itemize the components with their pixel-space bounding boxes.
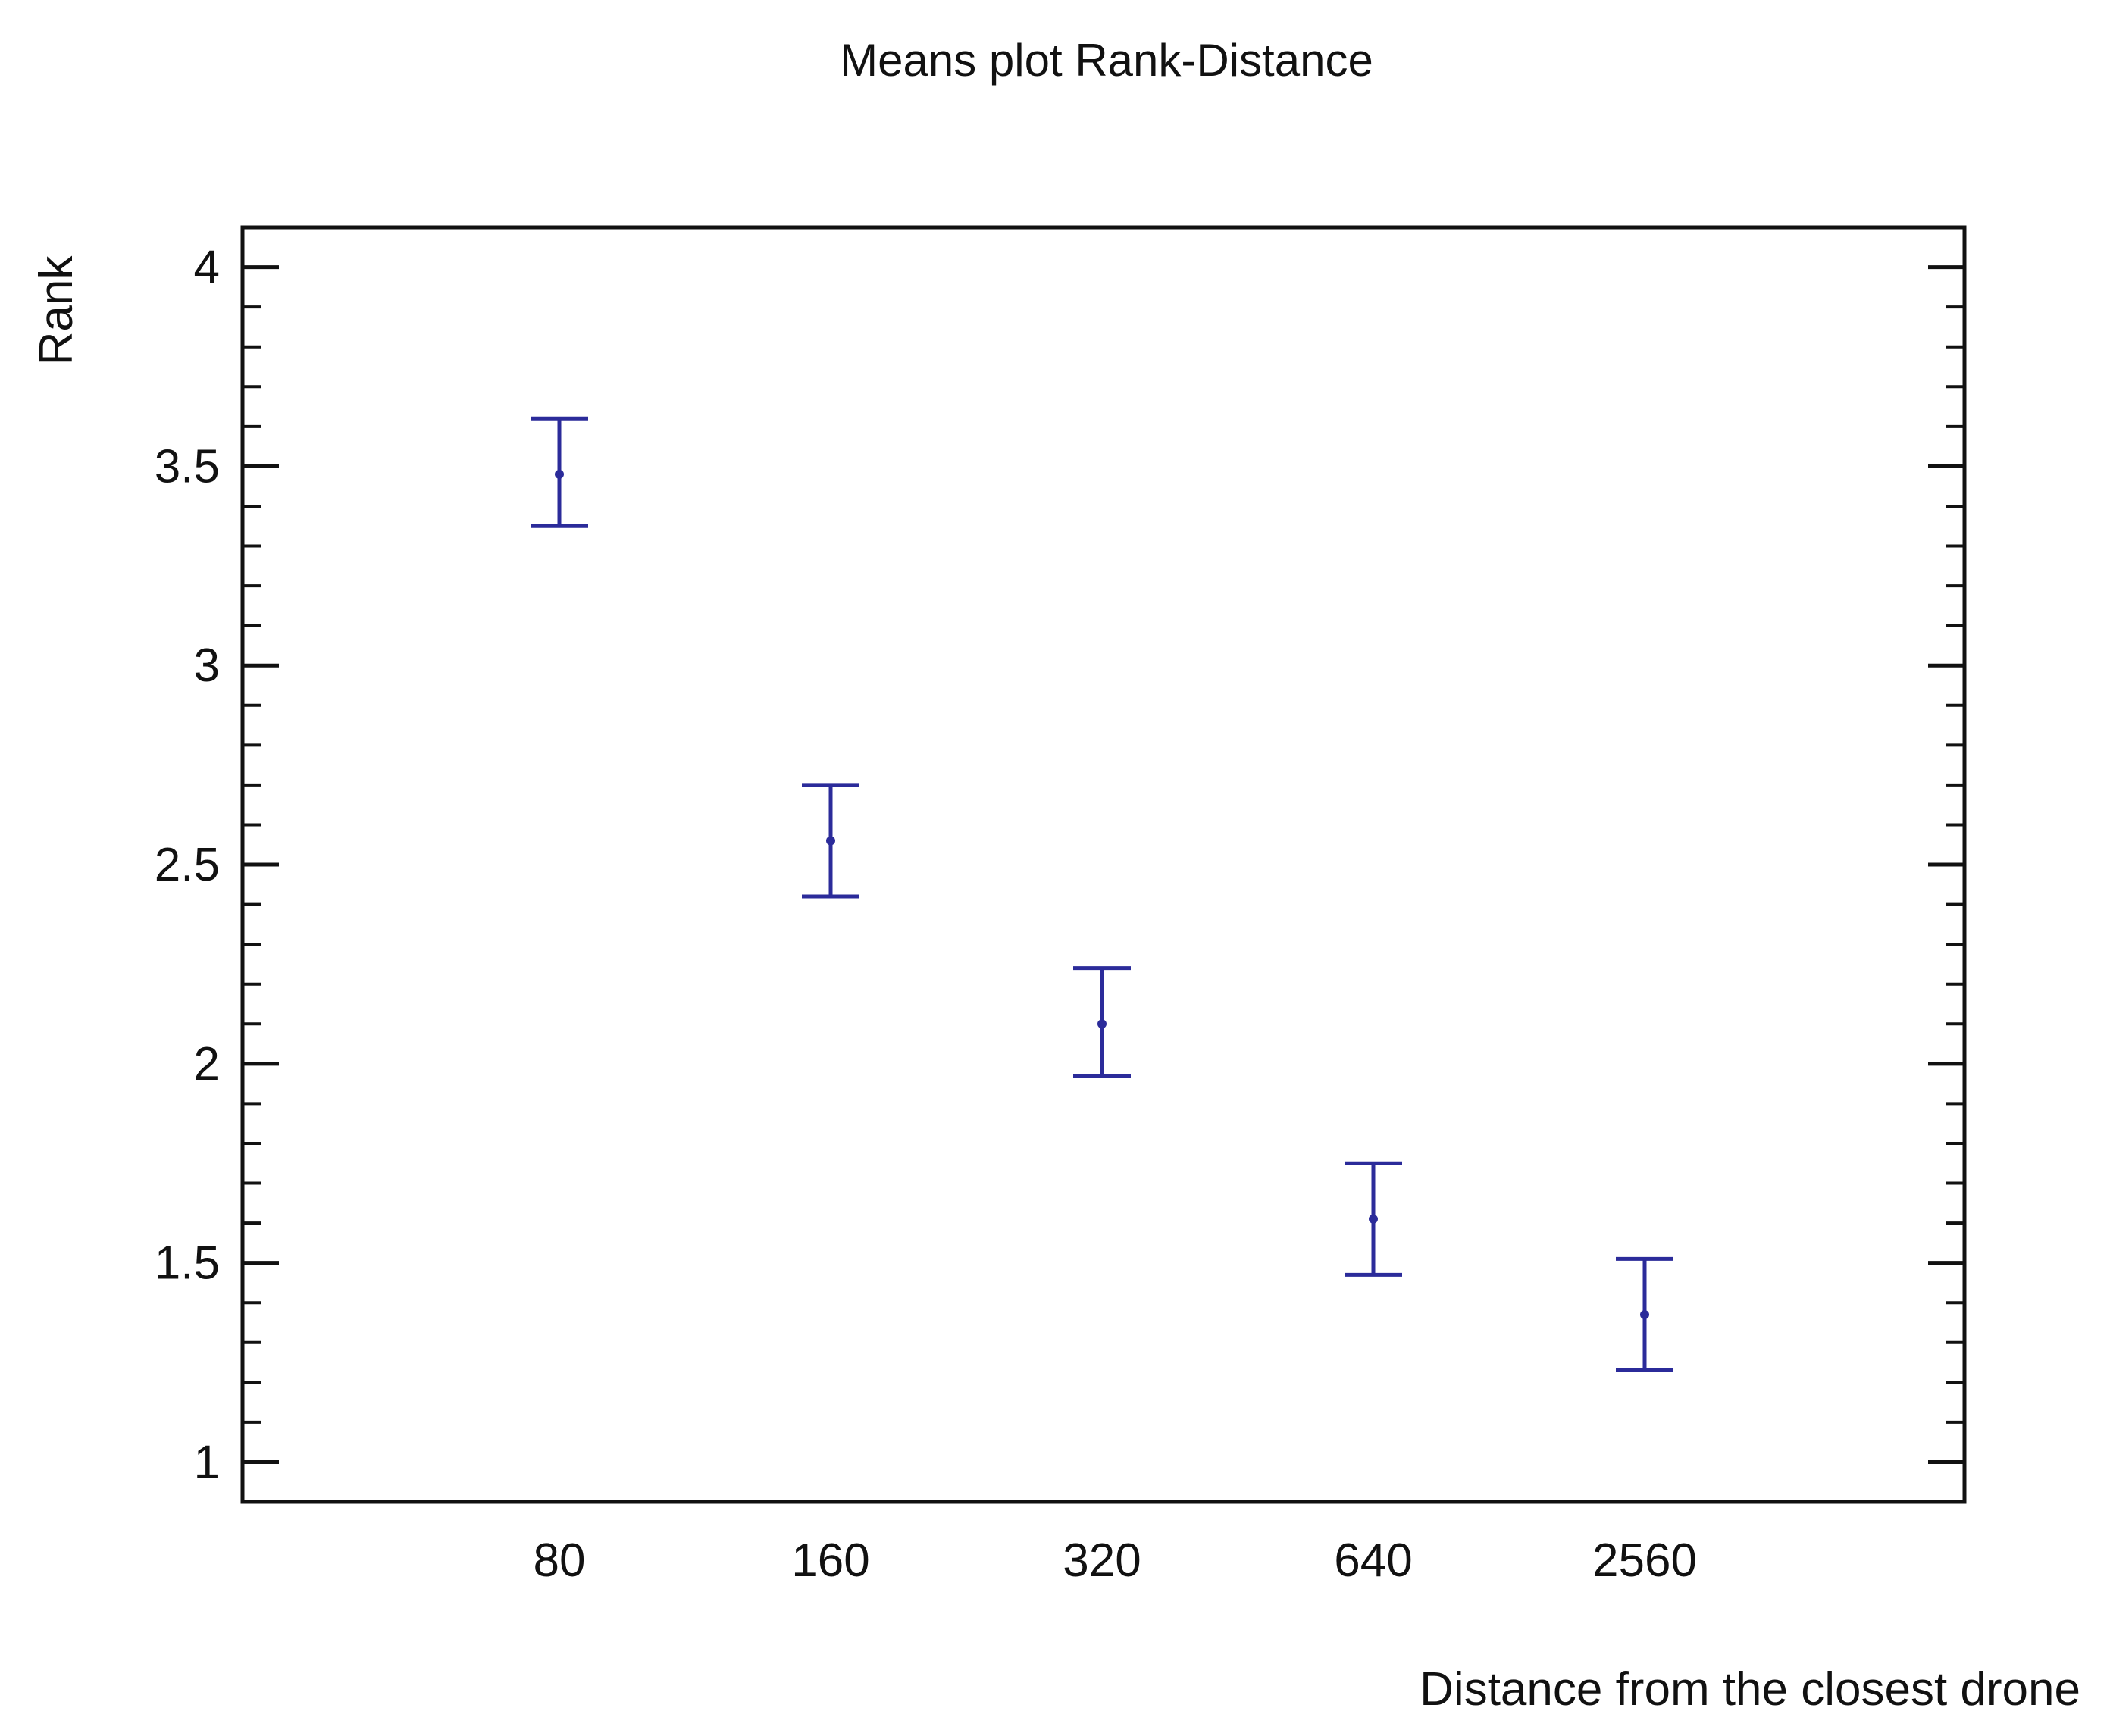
y-tick-label: 4 xyxy=(194,242,220,294)
y-tick-label: 2 xyxy=(194,1038,220,1090)
y-tick-label: 3.5 xyxy=(155,440,220,493)
error-bar-group xyxy=(802,783,859,899)
chart-title: Means plot Rank-Distance xyxy=(840,35,1373,86)
y-axis-label: Rank xyxy=(30,255,83,366)
error-bar-group xyxy=(1345,1161,1402,1277)
x-tick-label: 320 xyxy=(1063,1534,1141,1587)
mean-point xyxy=(1640,1309,1649,1319)
error-bar-group xyxy=(1073,966,1131,1078)
error-bars xyxy=(531,416,1673,1373)
x-tick-label: 160 xyxy=(791,1534,869,1587)
y-tick-label: 3 xyxy=(194,640,220,692)
x-axis-tick-labels: 80 160 320 640 2560 xyxy=(534,1534,1697,1587)
x-tick-label: 640 xyxy=(1334,1534,1412,1587)
y-tick-label: 2.5 xyxy=(155,839,220,891)
error-bar-group xyxy=(531,416,588,528)
y-tick-label: 1 xyxy=(194,1436,220,1488)
x-tick-label: 2560 xyxy=(1592,1534,1697,1587)
plot-frame xyxy=(240,225,1967,1504)
mean-point xyxy=(1097,1019,1107,1029)
error-bar-group xyxy=(1616,1256,1673,1373)
mean-point xyxy=(555,469,564,479)
mean-point xyxy=(826,836,835,846)
y-tick-label: 1.5 xyxy=(155,1237,220,1290)
x-axis-label: Distance from the closest drone xyxy=(1420,1663,2080,1716)
x-tick-label: 80 xyxy=(534,1534,586,1587)
y-axis-ticks: 1 1.5 2 2.5 3 3.5 4 xyxy=(155,242,1964,1488)
mean-point xyxy=(1369,1214,1378,1224)
